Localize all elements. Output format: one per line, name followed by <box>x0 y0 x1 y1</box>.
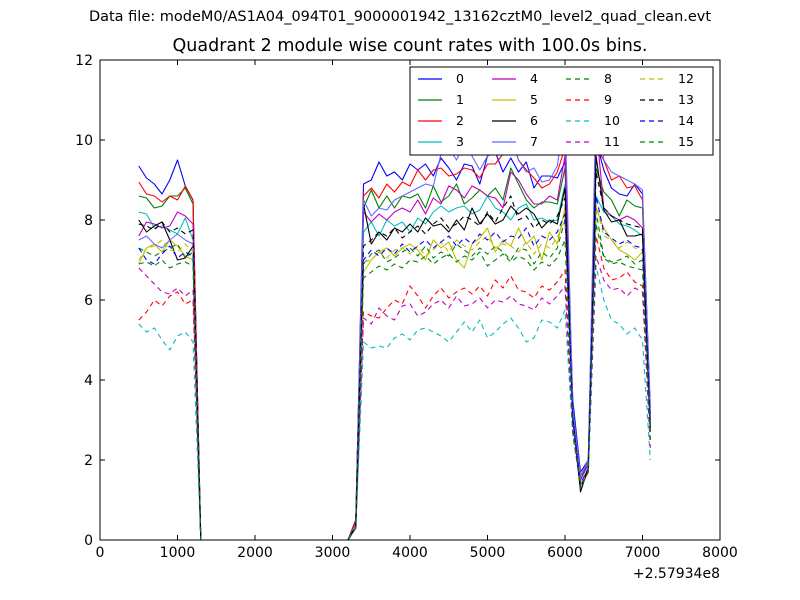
legend-entry-15: 15 <box>640 134 694 149</box>
legend-label: 2 <box>456 113 464 128</box>
legend-entry-14: 14 <box>640 113 694 128</box>
x-tick-label: 1000 <box>160 545 196 561</box>
legend-label: 10 <box>604 113 620 128</box>
legend-label: 3 <box>456 134 464 149</box>
y-tick-label: 8 <box>84 213 93 229</box>
legend-label: 15 <box>678 134 694 149</box>
legend-label: 5 <box>530 92 538 107</box>
legend-entry-0: 0 <box>418 71 464 86</box>
series-line-10 <box>138 265 651 540</box>
legend-entry-13: 13 <box>640 92 694 107</box>
y-tick-label: 4 <box>84 373 93 389</box>
legend-box <box>409 66 714 156</box>
series-line-1 <box>138 167 651 540</box>
legend-label: 7 <box>530 134 538 149</box>
data-file-suptitle: Data file: modeM0/AS1A04_094T01_90000019… <box>88 9 712 25</box>
series-line-11 <box>138 255 651 540</box>
series-line-4 <box>138 123 651 540</box>
legend-label: 6 <box>530 113 538 128</box>
legend-entry-2: 2 <box>418 113 464 128</box>
y-tick-label: 2 <box>84 453 93 469</box>
x-tick-label: 5000 <box>470 545 506 561</box>
x-tick-label: 8000 <box>702 545 738 561</box>
series-line-5 <box>138 207 651 540</box>
y-tick-label: 12 <box>75 53 93 69</box>
series-line-14 <box>138 195 651 540</box>
series-line-3 <box>138 183 651 540</box>
series-line-15 <box>138 223 651 540</box>
y-tick-label: 0 <box>84 533 93 549</box>
legend-label: 14 <box>678 113 694 128</box>
series-line-9 <box>138 235 651 540</box>
legend-label: 9 <box>604 92 612 107</box>
series-line-2 <box>138 137 651 540</box>
legend-entry-10: 10 <box>566 113 620 128</box>
series-line-6 <box>138 155 651 540</box>
legend-entry-6: 6 <box>492 113 538 128</box>
x-tick-label: 2000 <box>237 545 273 561</box>
legend-entry-11: 11 <box>566 134 620 149</box>
legend-label: 1 <box>456 92 464 107</box>
x-tick-label: 7000 <box>625 545 661 561</box>
chart-title: Quadrant 2 module wise count rates with … <box>172 36 648 56</box>
legend-label: 4 <box>530 71 538 86</box>
legend-label: 11 <box>604 134 620 149</box>
legend-entry-3: 3 <box>418 134 464 149</box>
legend-label: 12 <box>678 71 694 86</box>
legend-entry-9: 9 <box>566 92 612 107</box>
legend-label: 8 <box>604 71 612 86</box>
legend-entry-1: 1 <box>418 92 464 107</box>
series-line-8 <box>138 211 651 540</box>
x-tick-label: 0 <box>96 545 105 561</box>
legend-entry-4: 4 <box>492 71 538 86</box>
series-group <box>138 99 651 540</box>
legend-label: 0 <box>456 71 464 86</box>
legend-entry-5: 5 <box>492 92 538 107</box>
x-offset-label: +2.57934e8 <box>633 566 720 582</box>
x-tick-label: 6000 <box>547 545 583 561</box>
legend-entry-7: 7 <box>492 134 538 149</box>
series-line-12 <box>138 203 651 540</box>
x-tick-label: 3000 <box>315 545 351 561</box>
series-line-13 <box>138 171 651 540</box>
legend-label: 13 <box>678 92 694 107</box>
y-tick-label: 6 <box>84 293 93 309</box>
y-tick-label: 10 <box>75 133 93 149</box>
legend-entry-8: 8 <box>566 71 612 86</box>
x-tick-label: 4000 <box>392 545 428 561</box>
legend-entry-12: 12 <box>640 71 694 86</box>
